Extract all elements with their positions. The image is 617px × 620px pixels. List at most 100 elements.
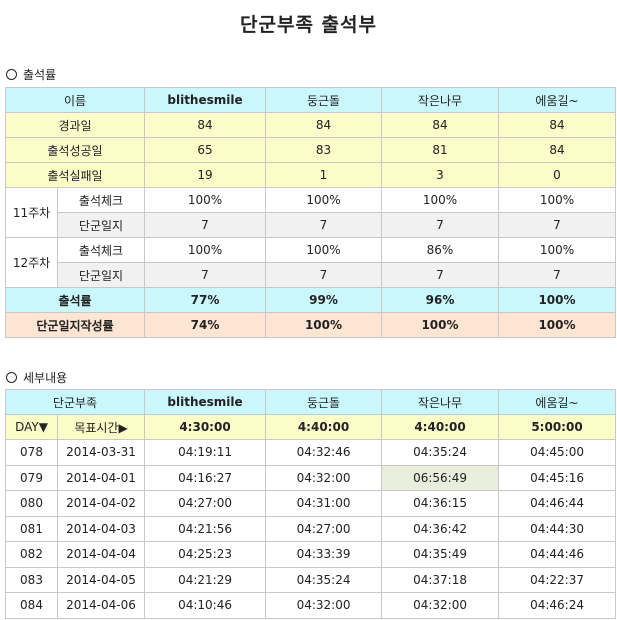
circle-bullet-icon — [6, 69, 17, 80]
cell: 100% — [498, 312, 616, 338]
cell: 7 — [498, 212, 616, 238]
table-row: 경과일 84 84 84 84 — [5, 112, 616, 138]
cell: 04:36:15 — [381, 490, 500, 517]
date-cell: 2014-04-05 — [56, 566, 146, 593]
circle-bullet-icon — [6, 372, 17, 383]
cell: 19 — [144, 162, 266, 188]
day-cell: 080 — [5, 490, 58, 517]
cell: 04:36:42 — [381, 515, 500, 542]
cell: 04:21:29 — [144, 566, 267, 593]
day-cell: 079 — [5, 464, 58, 491]
cell: 100% — [498, 287, 616, 313]
cell: 04:45:16 — [498, 464, 617, 491]
table-row: 출석실패일 19 1 3 0 — [5, 162, 616, 188]
row-label: 출석실패일 — [5, 162, 145, 188]
day-cell: 082 — [5, 541, 58, 568]
table-row: 080 2014-04-02 04:27:00 04:31:00 04:36:1… — [5, 490, 617, 517]
cell: 04:33:39 — [265, 541, 383, 568]
attendance-header-row: 이름 blithesmile 둥근돌 작은나무 에움길~ — [5, 87, 616, 113]
row-label: 출석률 — [5, 287, 145, 313]
section-attendance-label: 출석률 — [23, 68, 57, 82]
cell: 99% — [265, 287, 382, 313]
table-row: 079 2014-04-01 04:16:27 04:32:00 06:56:4… — [5, 464, 617, 491]
details-header-row: 단군부족 blithesmile 둥근돌 작은나무 에움길~ — [4, 389, 617, 415]
table-row: 081 2014-04-03 04:21:56 04:27:00 04:36:4… — [5, 515, 617, 542]
target-time-row: DAY▼ 목표시간▶ 4:30:00 4:40:00 4:40:00 5:00:… — [5, 414, 617, 440]
cell: 7 — [144, 262, 266, 288]
cell: 4:40:00 — [381, 414, 500, 440]
row-label: 출석성공일 — [5, 137, 145, 163]
cell: 04:16:27 — [144, 464, 267, 491]
cell: 7 — [265, 212, 382, 238]
header-member-3: 작은나무 — [381, 87, 499, 113]
cell: 74% — [144, 312, 266, 338]
cell: 7 — [144, 212, 266, 238]
cell: 4:30:00 — [144, 414, 267, 440]
cell: 04:35:24 — [265, 566, 383, 593]
table-row: 단군일지 7 7 7 7 — [6, 262, 616, 288]
date-cell: 2014-03-31 — [56, 439, 146, 466]
cell: 04:27:00 — [144, 490, 267, 517]
header-member-2: 둥근돌 — [265, 389, 383, 415]
table-row: 083 2014-04-05 04:21:29 04:35:24 04:37:1… — [5, 566, 617, 593]
header-name: 이름 — [5, 87, 145, 113]
cell: 04:46:24 — [498, 592, 617, 619]
day-cell: 078 — [5, 439, 58, 466]
section-details-label: 세부내용 — [23, 371, 68, 385]
cell: 1 — [265, 162, 382, 188]
cell: 100% — [265, 187, 382, 213]
cell: 100% — [265, 237, 382, 263]
day-cell: 081 — [5, 515, 58, 542]
cell: 81 — [381, 137, 499, 163]
header-member-4: 에움길~ — [498, 389, 617, 415]
cell: 04:44:30 — [498, 515, 617, 542]
cell: 7 — [381, 212, 499, 238]
cell: 04:44:46 — [498, 541, 617, 568]
cell: 7 — [265, 262, 382, 288]
cell: 100% — [265, 312, 382, 338]
cell: 04:35:49 — [381, 541, 500, 568]
cell: 04:35:24 — [381, 439, 500, 466]
cell: 0 — [498, 162, 616, 188]
cell: 100% — [498, 237, 616, 263]
day-sort-header[interactable]: DAY▼ — [5, 414, 58, 440]
row-label: 경과일 — [5, 112, 145, 138]
cell: 86% — [381, 237, 499, 263]
cell: 04:37:18 — [381, 566, 500, 593]
header-member-2: 둥근돌 — [265, 87, 382, 113]
header-tribe: 단군부족 — [4, 389, 146, 415]
cell: 04:32:00 — [265, 592, 383, 619]
cell: 04:21:56 — [144, 515, 267, 542]
cell: 65 — [144, 137, 266, 163]
section-attendance-title: 출석률 — [6, 66, 56, 83]
cell: 04:22:37 — [498, 566, 617, 593]
cell: 84 — [265, 112, 382, 138]
cell: 04:45:00 — [498, 439, 617, 466]
date-cell: 2014-04-06 — [56, 592, 146, 619]
day-cell: 084 — [5, 592, 58, 619]
cell: 96% — [381, 287, 499, 313]
table-row: 12주차 출석체크 100% 100% 86% 100% — [5, 237, 616, 288]
cell: 04:25:23 — [144, 541, 267, 568]
date-cell: 2014-04-03 — [56, 515, 146, 542]
cell: 100% — [381, 312, 499, 338]
row-label: 단군일지작성률 — [5, 312, 145, 338]
cell: 7 — [381, 262, 499, 288]
row-label: 출석체크 — [57, 187, 145, 213]
cell: 4:40:00 — [265, 414, 383, 440]
details-table: 단군부족 blithesmile 둥근돌 작은나무 에움길~ DAY▼ 목표시간… — [4, 389, 617, 619]
header-member-1: blithesmile — [144, 87, 266, 113]
day-cell: 083 — [5, 566, 58, 593]
date-cell: 2014-04-01 — [56, 464, 146, 491]
diary-rate-row: 단군일지작성률 74% 100% 100% 100% — [5, 312, 616, 338]
cell: 84 — [381, 112, 499, 138]
cell: 04:32:46 — [265, 439, 383, 466]
cell: 77% — [144, 287, 266, 313]
cell: 3 — [381, 162, 499, 188]
week-label: 11주차 — [5, 187, 58, 238]
cell: 04:27:00 — [265, 515, 383, 542]
cell: 04:10:46 — [144, 592, 267, 619]
cell: 04:46:44 — [498, 490, 617, 517]
cell: 04:19:11 — [144, 439, 267, 466]
cell: 7 — [498, 262, 616, 288]
